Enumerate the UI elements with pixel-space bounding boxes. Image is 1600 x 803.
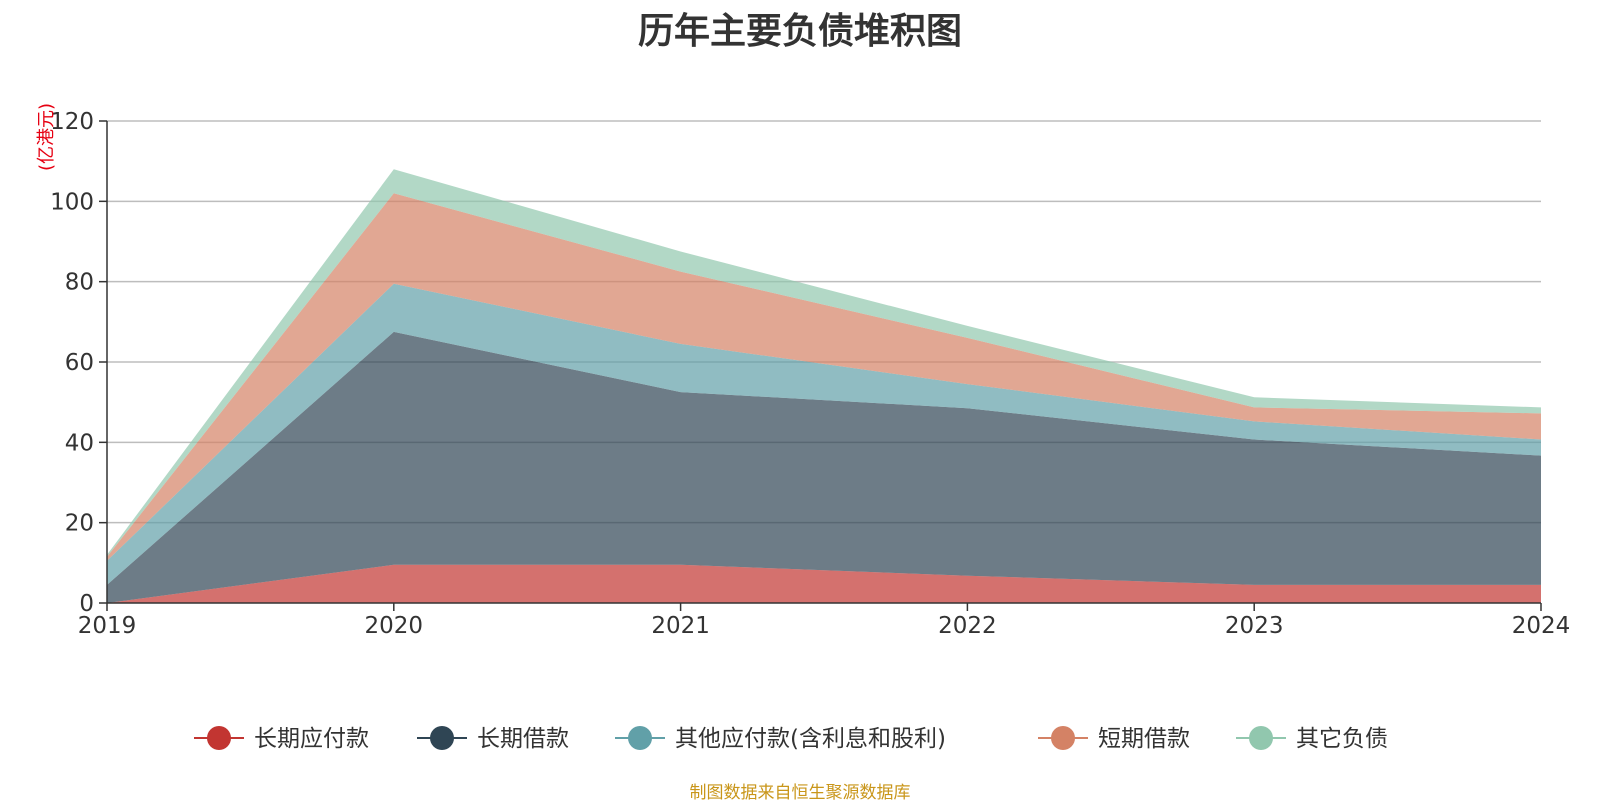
area-series-1 <box>107 564 1541 603</box>
x-tick-label: 2022 <box>938 613 997 639</box>
y-tick-label: 80 <box>65 270 94 296</box>
y-tick-label: 40 <box>65 430 94 456</box>
y-tick-label: 120 <box>50 109 94 135</box>
legend-label: 其它负债 <box>1296 726 1388 752</box>
legend-item-1[interactable]: 长期应付款 <box>194 726 369 752</box>
x-tick-label: 2024 <box>1512 613 1571 639</box>
legend-label: 其他应付款(含利息和股利) <box>675 726 946 752</box>
legend-dot-icon <box>1051 726 1075 750</box>
legend-label: 长期应付款 <box>254 726 369 752</box>
y-tick-label: 100 <box>50 189 94 215</box>
area-series-3 <box>107 283 1541 585</box>
legend-item-2[interactable]: 长期借款 <box>417 726 569 752</box>
legend-item-4[interactable]: 短期借款 <box>1038 726 1190 752</box>
legend-dot-icon <box>1249 726 1273 750</box>
x-tick-label: 2019 <box>78 613 137 639</box>
y-axis-ticks: 0 20 40 60 80 100 120 <box>50 109 107 617</box>
legend[interactable]: 长期应付款 长期借款 其他应付款(含利息和股利) 短期借款 其它负债 <box>194 726 1388 752</box>
source-note: 制图数据来自恒生聚源数据库 <box>689 783 911 803</box>
legend-label: 短期借款 <box>1098 726 1190 752</box>
y-tick-label: 0 <box>79 591 94 617</box>
x-tick-label: 2021 <box>651 613 710 639</box>
legend-dot-icon <box>628 726 652 750</box>
legend-item-3[interactable]: 其他应付款(含利息和股利) <box>615 726 946 752</box>
legend-label: 长期借款 <box>477 726 569 752</box>
area-series <box>107 169 1541 603</box>
y-tick-label: 60 <box>65 350 94 376</box>
legend-dot-icon <box>207 726 231 750</box>
chart-title: 历年主要负债堆积图 <box>637 11 962 52</box>
y-axis-unit-label: (亿港元) <box>36 103 57 171</box>
area-series-4 <box>107 193 1541 561</box>
y-tick-label: 20 <box>65 511 94 537</box>
x-tick-label: 2023 <box>1225 613 1284 639</box>
legend-item-5[interactable]: 其它负债 <box>1236 726 1388 752</box>
legend-dot-icon <box>430 726 454 750</box>
x-tick-label: 2020 <box>365 613 424 639</box>
x-axis-ticks: 2019 2020 2021 2022 2023 2024 <box>78 603 1571 639</box>
area-series-2 <box>107 331 1541 603</box>
